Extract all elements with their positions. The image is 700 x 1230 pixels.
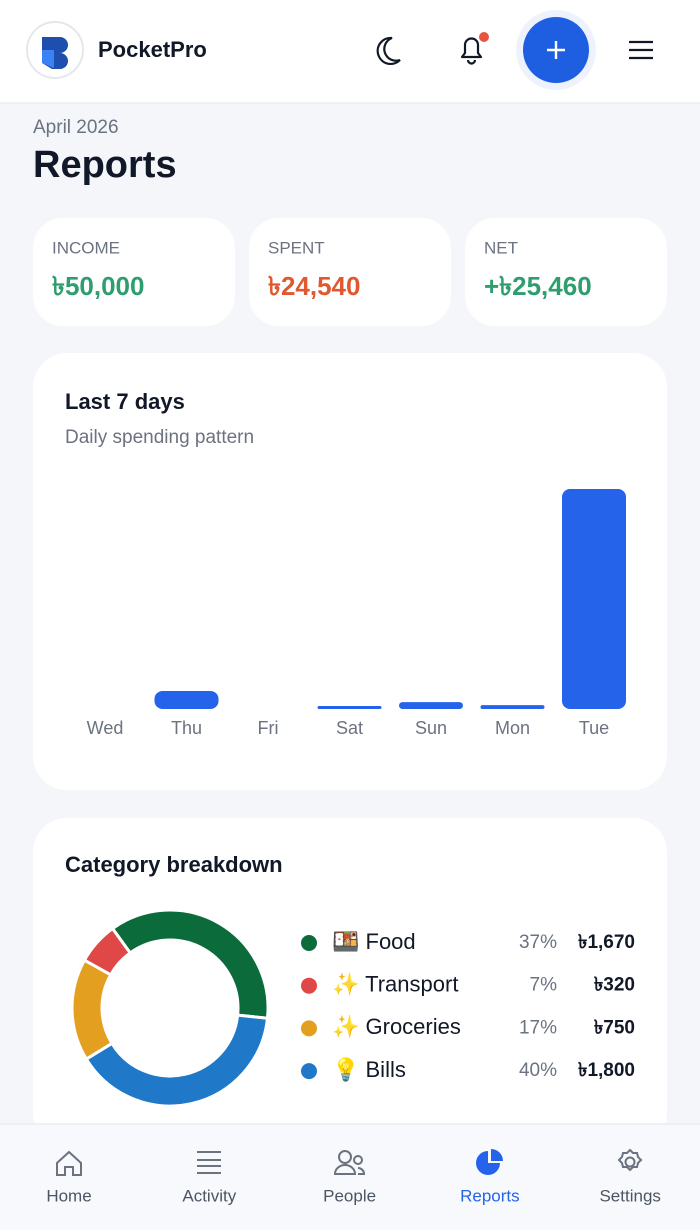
x-tick-label: Thu xyxy=(171,718,202,738)
summary-value: +৳25,460 xyxy=(484,271,592,301)
nav-item[interactable]: Reports xyxy=(460,1186,520,1205)
people-icon xyxy=(333,1150,366,1175)
nav-item[interactable]: Home xyxy=(46,1186,91,1205)
theme-toggle[interactable] xyxy=(376,36,401,65)
add-button[interactable] xyxy=(516,10,596,90)
legend-dot xyxy=(301,977,317,994)
app-name: PocketPro xyxy=(98,37,207,62)
summary-value: ৳24,540 xyxy=(268,271,360,301)
summary-card xyxy=(33,218,235,326)
donut-segment xyxy=(84,1013,270,1108)
legend-percent: 7% xyxy=(530,975,558,996)
nav-icons xyxy=(56,1148,643,1176)
settings-icon xyxy=(617,1148,643,1172)
x-tick-label: Sun xyxy=(415,718,447,738)
bar xyxy=(154,690,219,709)
legend-amount: ৳320 xyxy=(594,975,635,996)
nav-items: Home Activity People Reports Settings xyxy=(46,1186,661,1205)
page-title: Reports xyxy=(33,144,177,186)
donut-chart-title: Category breakdown xyxy=(65,852,283,877)
legend-amount: ৳750 xyxy=(594,1017,635,1038)
bar-card xyxy=(33,353,667,790)
summary-card xyxy=(249,218,451,326)
bar xyxy=(399,702,463,709)
x-tick-label: Tue xyxy=(579,718,609,738)
x-tick-label: Mon xyxy=(495,718,530,738)
content: INCOME ৳50,000 SPENT ৳24,540 NET +৳25,460 Wed T… xyxy=(33,218,667,1108)
x-tick-label: Sat xyxy=(336,718,363,738)
logo[interactable] xyxy=(26,21,84,79)
donut-card xyxy=(33,818,667,1148)
donut-segment xyxy=(70,958,115,1062)
legend-amount: ৳1,670 xyxy=(578,932,635,953)
legend-dot xyxy=(301,935,317,951)
page-subtitle: April 2026 xyxy=(33,117,119,138)
legend-percent: 37% xyxy=(519,932,557,953)
legend-label: ✨ Groceries xyxy=(332,1014,461,1039)
legend-percent: 17% xyxy=(519,1017,557,1038)
bottom-nav xyxy=(0,1124,700,1230)
x-tick-label: Fri xyxy=(258,718,279,738)
summary-label: SPENT xyxy=(268,238,325,257)
summary-label: NET xyxy=(484,238,518,257)
legend-label: ✨ Transport xyxy=(332,972,458,997)
legend-percent: 40% xyxy=(519,1060,557,1081)
bar xyxy=(480,705,545,709)
menu-button[interactable] xyxy=(629,40,653,60)
legend-label: 💡 Bills xyxy=(332,1057,406,1082)
legend-dot xyxy=(301,1020,317,1037)
notifications-button[interactable] xyxy=(460,32,489,65)
bar-chart-subtitle: Daily spending pattern xyxy=(65,427,254,448)
home-icon xyxy=(56,1150,82,1176)
nav-item[interactable]: People xyxy=(323,1186,376,1205)
x-tick-label: Wed xyxy=(87,718,124,738)
summary-card xyxy=(465,218,667,326)
donut-segment xyxy=(82,926,133,977)
nav-item[interactable]: Activity xyxy=(182,1186,236,1205)
activity-icon xyxy=(197,1151,221,1174)
bar-chart-title: Last 7 days xyxy=(65,389,185,414)
legend-dot xyxy=(301,1063,317,1080)
summary-value: ৳50,000 xyxy=(52,271,144,301)
bar xyxy=(562,489,626,709)
donut-segment xyxy=(110,908,270,1020)
nav-item[interactable]: Settings xyxy=(599,1186,660,1205)
bar xyxy=(317,705,382,709)
legend-amount: ৳1,800 xyxy=(578,1060,635,1081)
summary-label: INCOME xyxy=(52,238,120,257)
reports-icon xyxy=(476,1149,503,1175)
legend-label: 🍱 Food xyxy=(332,929,416,954)
